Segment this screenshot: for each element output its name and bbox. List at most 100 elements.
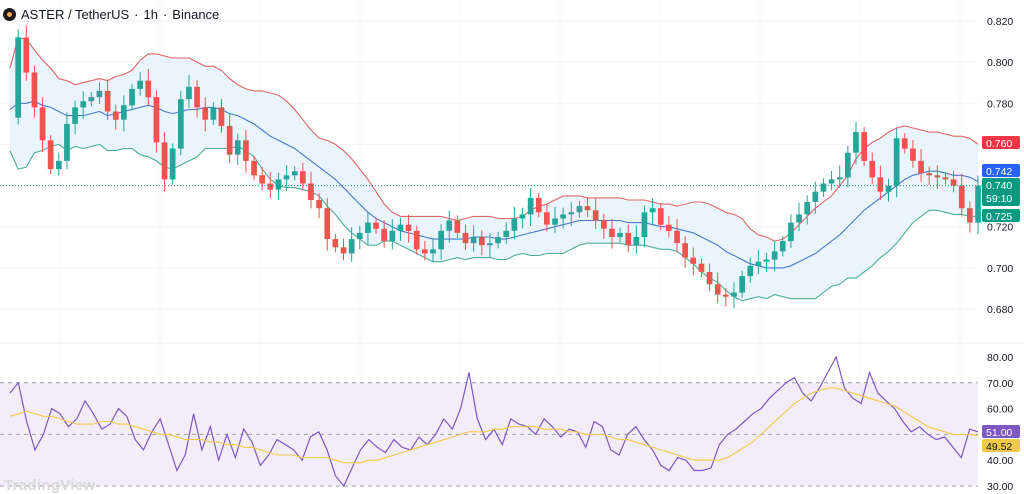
header-separator: ·	[162, 6, 168, 22]
candle-body	[283, 175, 290, 180]
candle-body	[226, 125, 233, 155]
candle-body	[161, 142, 168, 180]
candle-body	[820, 183, 827, 192]
rsi-axis-label: 80.00	[987, 352, 1013, 364]
price-tag-label: 0.725	[986, 211, 1012, 223]
candle-body	[910, 148, 916, 161]
candle-body	[592, 210, 599, 221]
candle-body	[544, 212, 550, 225]
candle-body	[234, 140, 241, 155]
candle-body	[763, 259, 770, 262]
candle-body	[243, 140, 249, 161]
candle-body	[641, 212, 648, 237]
candle-body	[178, 99, 184, 149]
candle-body	[39, 107, 46, 141]
candle-body	[804, 202, 810, 215]
candle-body	[259, 175, 265, 184]
candle-body	[861, 132, 867, 161]
rsi-ma-line	[9, 387, 979, 464]
candle-body	[23, 37, 30, 73]
candle-body	[64, 123, 70, 161]
candle-body	[72, 107, 78, 124]
candle-body	[356, 232, 363, 240]
candle-body	[251, 160, 257, 176]
candle-body	[316, 200, 322, 209]
candle-body	[80, 101, 87, 108]
candle-body	[96, 90, 103, 98]
symbol-label[interactable]: ASTER / TetherUS	[21, 6, 130, 22]
interval-label[interactable]: 1h	[143, 6, 158, 22]
price-axis-label: 0.680	[987, 304, 1013, 316]
price-axis-label: 0.700	[987, 263, 1013, 275]
price-axis-label: 0.800	[987, 57, 1013, 69]
candle-body	[788, 222, 794, 242]
bollinger-fill	[10, 37, 978, 301]
candle-body	[153, 97, 160, 143]
candle-body	[389, 230, 396, 242]
candle-body	[104, 90, 111, 112]
candle-body	[845, 152, 851, 178]
candle-body	[511, 218, 518, 231]
candle-body	[137, 80, 143, 89]
header-separator: ·	[134, 6, 139, 22]
tradingview-watermark: TradingView	[4, 477, 96, 494]
bollinger-basis-line	[9, 100, 979, 269]
candle-body	[771, 251, 778, 260]
candle-body	[446, 220, 453, 231]
candle-body	[422, 249, 428, 254]
candle-body	[479, 237, 485, 246]
candle-body	[348, 239, 355, 254]
candle-body	[779, 241, 786, 252]
candle-body	[853, 132, 859, 153]
candle-body	[365, 222, 371, 233]
candle-body	[430, 249, 436, 254]
rsi-axis-label: 60.00	[987, 404, 1013, 416]
candle-body	[300, 171, 306, 184]
price-axis-label: 0.720	[987, 222, 1013, 234]
candle-body	[657, 208, 664, 225]
candle-body	[332, 239, 339, 248]
price-tag-last_price	[982, 178, 1020, 206]
candle-body	[552, 218, 558, 225]
candle-body	[462, 232, 469, 244]
candle-body	[601, 220, 607, 229]
candle-body	[267, 183, 274, 190]
rsi-axis-label: 40.00	[987, 455, 1013, 467]
candle-body	[145, 80, 152, 98]
candle-body	[291, 171, 298, 176]
candle-body	[926, 173, 932, 176]
candle-body	[690, 257, 697, 264]
price-tag-bb_basis	[982, 164, 1020, 177]
candle-body	[202, 107, 209, 120]
candle-body	[15, 37, 21, 118]
candle-body	[454, 220, 461, 233]
candle-body	[186, 86, 192, 100]
candle-body	[893, 138, 900, 186]
candle-body	[901, 138, 908, 149]
candle-body	[625, 232, 632, 246]
candle-body	[169, 148, 176, 180]
exchange-label: Binance	[172, 6, 220, 22]
candle-body	[397, 224, 404, 231]
candles-layer	[15, 25, 981, 309]
candle-body	[747, 265, 754, 277]
candle-body	[405, 224, 412, 231]
candle-body	[731, 292, 737, 297]
candle-body	[869, 160, 876, 178]
candle-body	[609, 228, 615, 237]
candle-body	[438, 230, 444, 250]
price-axis-label: 0.780	[987, 98, 1013, 110]
candle-body	[885, 185, 892, 192]
price-axis-label: 0.820	[987, 16, 1013, 28]
candle-body	[934, 175, 941, 178]
candle-body	[340, 247, 347, 254]
candle-body	[755, 261, 762, 266]
rsi-axis-label: 70.00	[987, 378, 1013, 390]
candle-body	[828, 179, 835, 184]
rsi-value-tag-label: 51.00	[986, 427, 1012, 439]
candle-body	[877, 177, 884, 192]
candle-body	[975, 185, 981, 223]
candle-body	[674, 230, 680, 244]
candle-body	[381, 228, 387, 242]
